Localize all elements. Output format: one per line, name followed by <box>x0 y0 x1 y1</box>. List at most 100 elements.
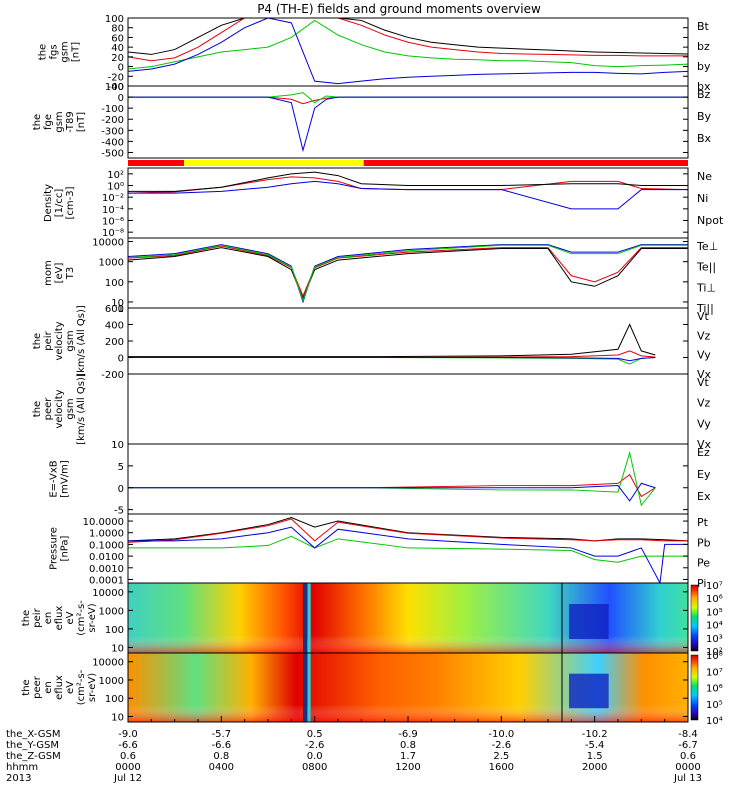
y-tick-label: -5 <box>114 506 124 517</box>
y-tick-label: 1000 <box>99 258 124 269</box>
x-tick-value: 0.5 <box>307 729 323 740</box>
series-Ez-line <box>128 473 656 498</box>
y-axis-label: the <box>21 679 32 695</box>
y-tick-label: -400 <box>101 137 124 148</box>
y-axis-label: fgs <box>49 44 60 59</box>
y-tick-label: 10000 <box>92 588 124 599</box>
x-row-label: 2013 <box>6 773 31 784</box>
x-tick-value: 0000 <box>115 762 140 773</box>
y-axis-label: eflux <box>54 675 65 700</box>
legend-item-Vx: Vx <box>697 438 712 451</box>
colorbar-tick-label: 10⁸ <box>706 651 723 662</box>
y-tick-label: 0 <box>118 484 124 495</box>
y-tick-label: 0.0010 <box>89 564 124 575</box>
x-tick-value: 0400 <box>209 762 234 773</box>
y-axis-label: velocity <box>54 389 65 428</box>
x-tick-value: 0000 <box>675 762 700 773</box>
series-bx-line <box>127 17 689 85</box>
x-tick-value: 1.7 <box>400 751 416 762</box>
mode-bar-segment <box>363 160 688 166</box>
y-tick-label: -20 <box>108 72 124 83</box>
panel-fge_gsm_t89: 1000-100-200-300-400-500 the fge gsm -T89 [nT… <box>32 82 712 159</box>
x-row-label: the_Y-GSM <box>6 740 59 751</box>
y-axis-label: [cm-3] <box>65 186 76 219</box>
y-axis-label: T3 <box>65 267 76 280</box>
y-tick-label: 10⁻⁶ <box>102 217 124 228</box>
x-row-label: the_Z-GSM <box>6 751 61 762</box>
y-axis-label: peer <box>32 675 43 699</box>
y-tick-label: 80 <box>111 24 124 35</box>
colorbar-tick-label: 10⁶ <box>706 684 723 695</box>
y-tick-label: 10⁻⁸ <box>102 228 124 239</box>
y-axis-label: Pressure <box>49 527 60 570</box>
y-axis-label: (cm²-s- <box>76 600 87 636</box>
x-tick-value: Jul 13 <box>673 773 702 784</box>
legend-item-Vt: Vt <box>697 376 710 389</box>
legend-item-Vy: Vy <box>697 349 711 362</box>
series-Te⊥-line <box>127 245 688 298</box>
legend-item-Pt: Pt <box>697 516 709 529</box>
series-Vt-line <box>128 323 656 358</box>
series-Bz-line <box>128 96 688 105</box>
colorbar <box>690 654 699 721</box>
y-axis-label: [mV/m] <box>60 460 71 498</box>
series-Pe-line <box>128 535 688 563</box>
panel-peer_spectrogram: 10⁸ 10⁷ 10⁶ 10⁵ 10⁴ 10000 1000 100 10 the peer en ef… <box>21 651 723 727</box>
colorbar-tick-label: 10⁴ <box>706 621 723 632</box>
panel-mode_bar <box>128 160 688 166</box>
legend-item-bx: bx <box>697 80 711 93</box>
series-Ne-line <box>127 176 689 194</box>
y-axis-label: the <box>32 333 43 349</box>
spectrogram-low-flux-patch <box>569 604 609 639</box>
series-Te||-line <box>127 247 688 300</box>
series-Bx-line <box>128 96 688 153</box>
y-tick-label: 20 <box>111 53 124 64</box>
series-Ex-line <box>128 482 656 502</box>
panel-frame <box>127 307 689 375</box>
legend-item-Npot: Npot <box>697 214 724 227</box>
y-tick-label: 10⁻² <box>102 193 124 204</box>
legend-item-Vy: Vy <box>697 417 711 430</box>
panel-frame <box>127 443 689 515</box>
legend-item-Ne: Ne <box>697 170 712 183</box>
x-tick-value: 0.8 <box>400 740 416 751</box>
y-tick-label: -200 <box>101 115 124 126</box>
series-Pt-line <box>127 516 689 542</box>
y-tick-label: -300 <box>101 126 124 137</box>
x-tick-value: -5.4 <box>585 740 605 751</box>
y-axis-label: the <box>21 610 32 626</box>
y-axis-label: velocity <box>54 321 65 360</box>
y-axis-label: eV <box>65 611 76 624</box>
legend-item-Ex: Ex <box>697 490 711 503</box>
legend-item-Vx: Vx <box>697 368 712 381</box>
x-row-label: the_X-GSM <box>6 729 60 740</box>
y-axis-label: [nT] <box>76 112 87 132</box>
y-tick-label: 0 <box>118 93 124 104</box>
y-tick-label: 10⁰ <box>107 182 124 193</box>
x-tick-value: -10.2 <box>582 729 608 740</box>
legend-item-Bt: Bt <box>697 20 710 33</box>
y-axis-label: [km/s (All Qs)] <box>76 305 87 377</box>
x-tick-value: 1600 <box>489 762 514 773</box>
colorbar-tick-label: 10⁴ <box>706 716 723 727</box>
legend-item-Pb: Pb <box>697 536 711 549</box>
series-Vy-line <box>128 357 656 365</box>
x-tick-value: 2000 <box>582 762 607 773</box>
legend-item-Pi: Pi <box>697 577 706 590</box>
y-axis-label: the <box>32 114 43 130</box>
y-axis-label: the <box>32 401 43 417</box>
x-tick-value: 1200 <box>395 762 420 773</box>
y-tick-label: 100 <box>105 694 124 705</box>
x-tick-value: 1.5 <box>587 751 603 762</box>
legend-item-Pe: Pe <box>697 557 710 570</box>
y-tick-label: 10² <box>107 170 124 181</box>
y-tick-label: 600 <box>105 304 124 315</box>
y-tick-label: 400 <box>105 321 124 332</box>
x-tick-value: -2.6 <box>305 740 325 751</box>
x-tick-value: -6.7 <box>678 740 698 751</box>
y-axis-label: peir <box>32 607 43 627</box>
